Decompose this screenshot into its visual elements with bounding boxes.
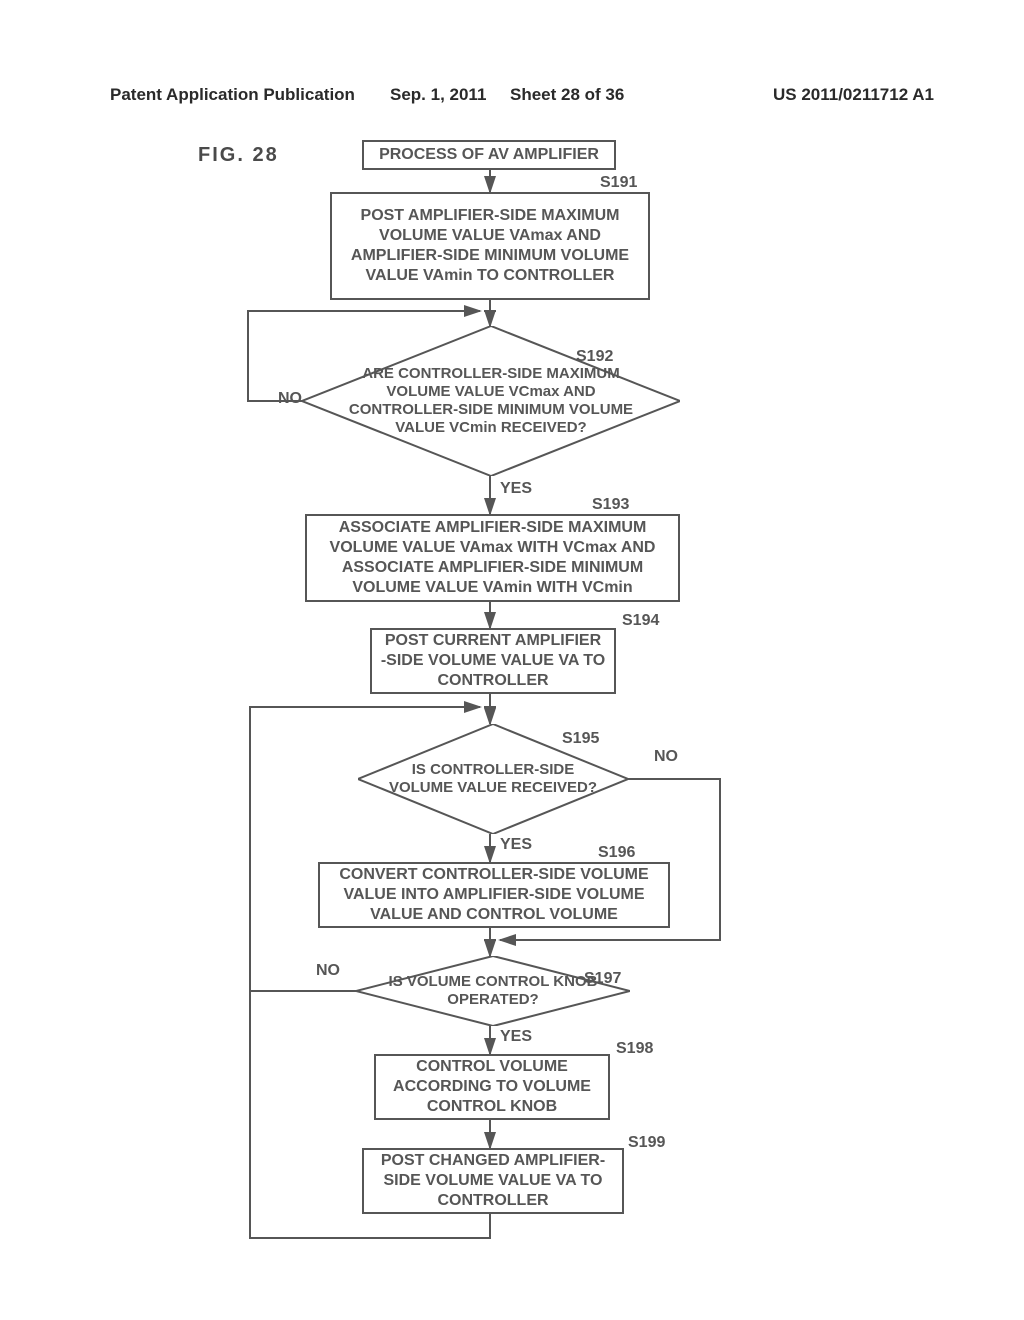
header-date: Sep. 1, 2011 — [390, 85, 486, 105]
flowchart-container: FIG. 28 PROCESS OF AV AMPLIFIER POST AMPL… — [0, 130, 1024, 1320]
flow-box-s199: POST CHANGED AMPLIFIER-SIDE VOLUME VALUE… — [362, 1148, 624, 1214]
step-label-L194: S194 — [622, 612, 659, 630]
header-publication: Patent Application Publication — [110, 85, 355, 105]
branch-label-yes195: YES — [500, 836, 532, 854]
step-label-L199: S199 — [628, 1134, 665, 1152]
step-label-L198: S198 — [616, 1040, 653, 1058]
figure-label: FIG. 28 — [198, 144, 279, 167]
flow-box-s194: POST CURRENT AMPLIFIER -SIDE VOLUME VALU… — [370, 628, 616, 694]
header-sheet: Sheet 28 of 36 — [510, 85, 624, 105]
step-label-L192: S192 — [576, 348, 613, 366]
step-label-L196: S196 — [598, 844, 635, 862]
step-label-L197: S197 — [584, 970, 621, 988]
branch-label-yes192: YES — [500, 480, 532, 498]
flow-decision-s192: ARE CONTROLLER-SIDE MAXIMUM VOLUME VALUE… — [302, 326, 680, 476]
flow-box-s196: CONVERT CONTROLLER-SIDE VOLUME VALUE INT… — [318, 862, 670, 928]
flow-box-s198: CONTROL VOLUME ACCORDING TO VOLUME CONTR… — [374, 1054, 610, 1120]
step-label-L191: S191 — [600, 174, 637, 192]
step-label-L193: S193 — [592, 496, 629, 514]
branch-label-no195: NO — [654, 748, 678, 766]
header-patent-no: US 2011/0211712 A1 — [773, 85, 934, 105]
flow-box-start: PROCESS OF AV AMPLIFIER — [362, 140, 616, 170]
flow-decision-s197: IS VOLUME CONTROL KNOB OPERATED? — [356, 956, 630, 1026]
step-label-L195: S195 — [562, 730, 599, 748]
flow-box-s193: ASSOCIATE AMPLIFIER-SIDE MAXIMUM VOLUME … — [305, 514, 680, 602]
flow-box-s191: POST AMPLIFIER-SIDE MAXIMUM VOLUME VALUE… — [330, 192, 650, 300]
page-header: Patent Application Publication Sep. 1, 2… — [110, 85, 934, 105]
branch-label-yes197: YES — [500, 1028, 532, 1046]
branch-label-no197: NO — [316, 962, 340, 980]
branch-label-no192: NO — [278, 390, 302, 408]
